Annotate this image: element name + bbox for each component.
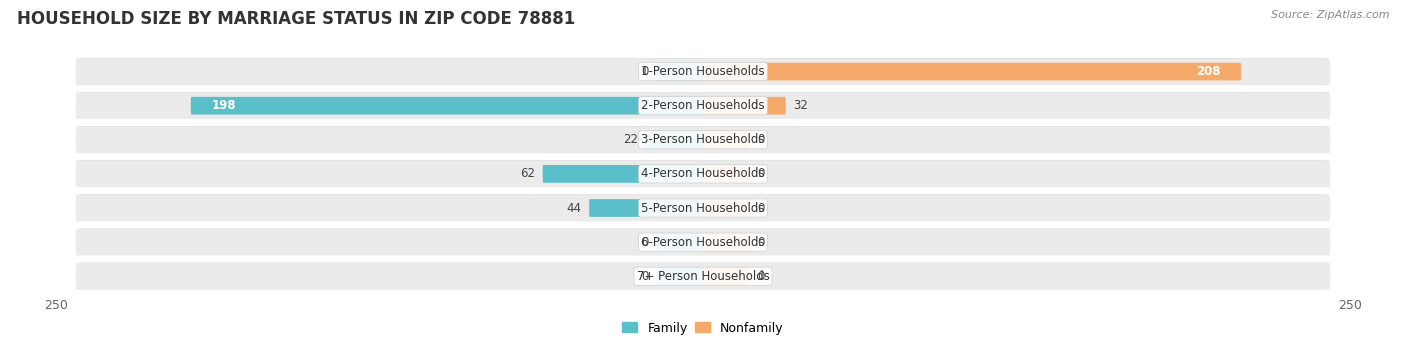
FancyBboxPatch shape (703, 233, 749, 251)
FancyBboxPatch shape (703, 199, 749, 217)
Text: 44: 44 (567, 202, 582, 214)
FancyBboxPatch shape (703, 97, 786, 115)
Text: 32: 32 (793, 99, 808, 112)
FancyBboxPatch shape (657, 233, 703, 251)
FancyBboxPatch shape (647, 131, 703, 149)
Text: 0: 0 (758, 202, 765, 214)
Text: 0: 0 (641, 236, 648, 249)
FancyBboxPatch shape (657, 63, 703, 80)
FancyBboxPatch shape (76, 127, 1330, 153)
FancyBboxPatch shape (76, 229, 1330, 255)
Text: 0: 0 (641, 270, 648, 283)
FancyBboxPatch shape (79, 228, 1327, 255)
FancyBboxPatch shape (703, 131, 749, 149)
Text: 7+ Person Households: 7+ Person Households (637, 270, 769, 283)
Text: 0: 0 (641, 65, 648, 78)
FancyBboxPatch shape (79, 126, 1327, 153)
FancyBboxPatch shape (657, 267, 703, 285)
FancyBboxPatch shape (79, 263, 1327, 289)
Text: 5-Person Households: 5-Person Households (641, 202, 765, 214)
FancyBboxPatch shape (703, 267, 749, 285)
Text: 198: 198 (211, 99, 236, 112)
FancyBboxPatch shape (79, 92, 1327, 119)
FancyBboxPatch shape (703, 165, 749, 183)
Text: 2-Person Households: 2-Person Households (641, 99, 765, 112)
Text: Source: ZipAtlas.com: Source: ZipAtlas.com (1271, 10, 1389, 20)
FancyBboxPatch shape (76, 58, 1330, 85)
Text: 1-Person Households: 1-Person Households (641, 65, 765, 78)
Text: 22: 22 (623, 133, 638, 146)
FancyBboxPatch shape (76, 195, 1330, 221)
Text: 0: 0 (758, 133, 765, 146)
Text: 62: 62 (520, 167, 534, 180)
Text: HOUSEHOLD SIZE BY MARRIAGE STATUS IN ZIP CODE 78881: HOUSEHOLD SIZE BY MARRIAGE STATUS IN ZIP… (17, 10, 575, 28)
FancyBboxPatch shape (79, 194, 1327, 221)
Text: 208: 208 (1197, 65, 1220, 78)
Text: 6-Person Households: 6-Person Households (641, 236, 765, 249)
Text: 4-Person Households: 4-Person Households (641, 167, 765, 180)
FancyBboxPatch shape (589, 199, 703, 217)
Text: 0: 0 (758, 270, 765, 283)
FancyBboxPatch shape (76, 263, 1330, 290)
FancyBboxPatch shape (79, 160, 1327, 187)
Legend: Family, Nonfamily: Family, Nonfamily (617, 316, 789, 340)
FancyBboxPatch shape (76, 92, 1330, 119)
FancyBboxPatch shape (79, 58, 1327, 85)
FancyBboxPatch shape (703, 63, 1241, 80)
Text: 0: 0 (758, 236, 765, 249)
FancyBboxPatch shape (76, 161, 1330, 187)
Text: 3-Person Households: 3-Person Households (641, 133, 765, 146)
FancyBboxPatch shape (191, 97, 703, 115)
Text: 0: 0 (758, 167, 765, 180)
FancyBboxPatch shape (543, 165, 703, 183)
